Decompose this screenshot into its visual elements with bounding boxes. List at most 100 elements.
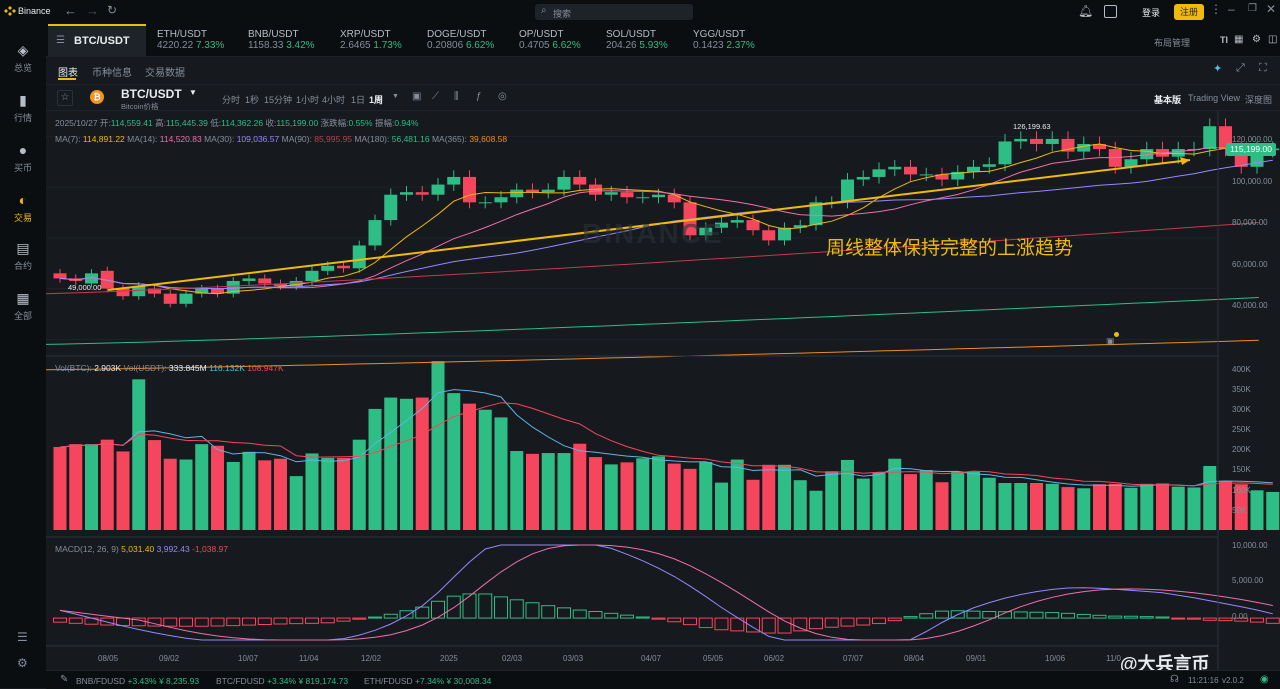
- macd-axis-label: 5,000.00: [1232, 576, 1264, 585]
- candle: [888, 166, 902, 170]
- line-chart-icon[interactable]: ⟋: [432, 91, 439, 102]
- ma-180-line: [45, 297, 1259, 345]
- trade-icon: ◐: [18, 192, 28, 208]
- sidebar-item-buy-crypto[interactable]: ● 买币: [0, 142, 46, 174]
- macd-histogram-bar: [210, 617, 225, 627]
- settings-icon[interactable]: ⚙: [17, 656, 28, 670]
- volume-bar: [400, 398, 413, 530]
- ohlc-legend: 2025/10/27 开:114,559.41 高:115,445.39 低:1…: [55, 118, 419, 128]
- ticker-item[interactable]: BNB/USDT 1158.33 3.42%: [248, 29, 315, 51]
- macd-histogram-bar: [242, 617, 256, 626]
- menu-icon: ☰: [56, 35, 65, 46]
- sidebar-item-markets[interactable]: ▮ 行情: [0, 92, 46, 124]
- layout-icon[interactable]: ◫: [1268, 34, 1278, 45]
- qr-code-icon[interactable]: [1104, 5, 1117, 18]
- timeframe-3[interactable]: 15分钟: [264, 95, 293, 105]
- timeframe-4[interactable]: 1小时: [296, 95, 320, 105]
- candle: [935, 174, 949, 180]
- ticker-active-tab[interactable]: ☰ BTC/USDT: [48, 24, 146, 56]
- timeframe-6[interactable]: 1日: [351, 95, 366, 105]
- price-axis-label: 100,000.00: [1232, 177, 1273, 186]
- refresh-icon[interactable]: ↻: [107, 3, 118, 17]
- volume-bar: [337, 457, 350, 530]
- macd-histogram-bar: [68, 617, 83, 624]
- volume-bar: [935, 482, 949, 530]
- ticker-item[interactable]: YGG/USDT 0.1423 2.37%: [693, 29, 755, 51]
- minimize-icon[interactable]: –: [1228, 2, 1235, 16]
- candle: [478, 202, 492, 204]
- login-button[interactable]: 登录: [1142, 8, 1161, 18]
- chevron-down-icon[interactable]: ▼: [189, 88, 197, 97]
- macd-histogram-bar: [368, 616, 382, 619]
- candle: [116, 288, 130, 297]
- close-icon[interactable]: ✕: [1266, 2, 1277, 16]
- timeframe-2[interactable]: 1秒: [245, 95, 260, 105]
- tab-trade-data[interactable]: 交易数据: [145, 68, 185, 79]
- chevron-down-icon[interactable]: ▼: [392, 93, 399, 100]
- ma-365-line: [45, 339, 1259, 371]
- ticker-item[interactable]: SOL/USDT 204.26 5.93%: [606, 29, 668, 51]
- ticker-item[interactable]: DOGE/USDT 0.20806 6.62%: [427, 29, 495, 51]
- candle: [163, 293, 177, 304]
- date-label: 09/02: [159, 654, 180, 663]
- calendar-icon[interactable]: ▣: [412, 91, 422, 102]
- grid-icon[interactable]: ▦: [1234, 34, 1244, 45]
- layout-manager-link[interactable]: 布局管理: [1154, 38, 1191, 48]
- bottom-ticker[interactable]: ETH/FDUSD +7.34% ¥ 30,008.34: [364, 676, 492, 686]
- macd-histogram-bar: [446, 595, 461, 619]
- sparkle-icon[interactable]: ✦: [1213, 63, 1223, 75]
- ticker-item[interactable]: XRP/USDT 2.6465 1.73%: [340, 29, 402, 51]
- search-input[interactable]: ⌕ 搜索: [535, 4, 693, 20]
- ticker-item[interactable]: ETH/USDT 4220.22 7.33%: [157, 29, 225, 51]
- view-depth[interactable]: 深度图: [1245, 95, 1273, 105]
- candle: [494, 197, 508, 203]
- restore-icon[interactable]: ❐: [1248, 3, 1257, 14]
- headset-icon[interactable]: ☊: [1170, 674, 1179, 685]
- sidebar-item-futures[interactable]: ▤ 合约: [0, 240, 46, 272]
- expand-icon[interactable]: ⤢: [1236, 62, 1245, 74]
- edit-icon[interactable]: ✎: [60, 674, 69, 685]
- timeframe-5[interactable]: 4小时: [322, 95, 346, 105]
- back-arrow-icon[interactable]: ←: [64, 3, 77, 18]
- timeframe-1[interactable]: 分时: [222, 95, 241, 105]
- fullscreen-icon[interactable]: ⛶: [1259, 62, 1267, 74]
- macd-histogram-bar: [100, 617, 115, 626]
- tab-coin-info[interactable]: 币种信息: [92, 68, 132, 79]
- ticker-item[interactable]: OP/USDT 0.4705 6.62%: [519, 29, 581, 51]
- sidebar-item-overview[interactable]: ◈ 总览: [0, 42, 46, 74]
- register-button[interactable]: 注册: [1174, 4, 1204, 20]
- forward-arrow-icon[interactable]: →: [86, 3, 99, 18]
- price-axis-label: 120,000.00: [1232, 135, 1273, 144]
- bell-icon[interactable]: 🔔︎: [1078, 4, 1094, 18]
- pair-title[interactable]: BTC/USDT: [121, 87, 182, 101]
- target-icon[interactable]: ◎: [498, 91, 507, 102]
- tradingview-icon[interactable]: TI: [1220, 35, 1228, 45]
- more-icon[interactable]: ⋮: [1210, 2, 1222, 16]
- tab-chart[interactable]: 图表: [58, 68, 78, 79]
- gear-icon[interactable]: ⚙: [1252, 34, 1261, 45]
- indicator-icon[interactable]: ƒ: [476, 91, 482, 102]
- vol-axis-label: 400K: [1232, 365, 1251, 374]
- star-icon[interactable]: ☆: [57, 90, 73, 106]
- alert-icon[interactable]: ▣: [1106, 336, 1115, 346]
- candle: [699, 227, 713, 236]
- candle: [305, 270, 319, 281]
- binance-logo-icon: ◈: [17, 42, 29, 58]
- candle: [431, 184, 445, 195]
- collapse-icon[interactable]: ☰: [17, 630, 28, 644]
- sidebar: ◈ 总览 ▮ 行情 ● 买币 ◐ 交易 ▤ 合约 ▦ 全部 ☰ ⚙: [0, 24, 46, 688]
- macd-histogram-bar: [1265, 617, 1280, 624]
- view-tradingview[interactable]: Trading View: [1188, 93, 1241, 103]
- view-basic[interactable]: 基本版: [1154, 95, 1182, 105]
- candle: [1030, 138, 1043, 144]
- bottom-ticker[interactable]: BNB/FDUSD +3.43% ¥ 8,235.93: [76, 676, 200, 686]
- bottom-ticker[interactable]: BTC/FDUSD +3.34% ¥ 819,174.73: [216, 676, 349, 686]
- timeframe-7[interactable]: 1周: [369, 95, 384, 105]
- sidebar-item-trade[interactable]: ◐ 交易: [0, 192, 46, 224]
- candle: [809, 202, 823, 226]
- volume-bar: [1156, 483, 1169, 530]
- volume-bar: [541, 453, 555, 530]
- candle-icon[interactable]: ⫼: [454, 91, 459, 102]
- sidebar-item-all[interactable]: ▦ 全部: [0, 290, 46, 322]
